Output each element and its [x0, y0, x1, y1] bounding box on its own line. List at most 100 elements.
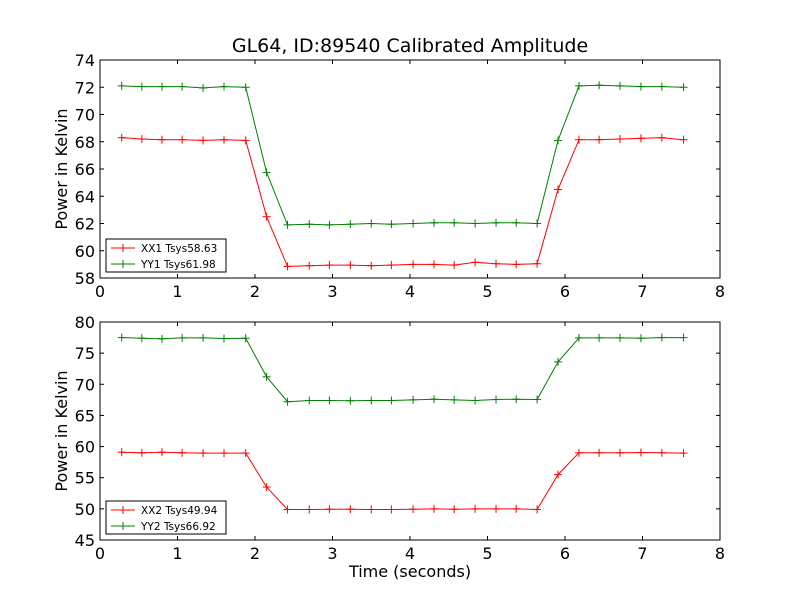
data-point-marker — [199, 136, 208, 145]
data-point-marker — [554, 136, 563, 145]
data-point-marker — [554, 470, 563, 479]
data-point-marker — [220, 449, 228, 458]
data-point-marker — [595, 81, 604, 90]
x-tick-label: 4 — [405, 282, 415, 301]
data-point-marker — [325, 220, 334, 229]
data-point-marker — [409, 395, 418, 404]
y-tick-label: 60 — [75, 242, 95, 261]
data-point-marker — [325, 261, 334, 270]
data-point-marker — [283, 397, 292, 406]
data-point-marker — [262, 483, 271, 492]
data-point-marker — [636, 134, 645, 143]
data-point-marker — [367, 505, 376, 514]
data-point-marker — [305, 261, 314, 270]
data-point-marker — [471, 396, 480, 405]
data-point-marker — [409, 505, 418, 514]
data-point-marker — [657, 133, 666, 142]
data-point-marker — [450, 505, 459, 514]
x-tick-label: 1 — [172, 544, 182, 563]
data-point-marker — [117, 333, 126, 342]
data-point-marker — [158, 135, 166, 144]
y-tick-label: 62 — [75, 215, 95, 234]
series-line — [121, 451, 684, 511]
top-subplot: 0 1 2 3 4 5 6 7 8 58 60 62 64 66 68 70 72 74 Power in Kelv… — [52, 51, 725, 301]
data-point-marker — [657, 448, 666, 457]
data-point-marker — [283, 220, 292, 229]
data-point-marker — [241, 83, 250, 92]
data-point-marker — [367, 261, 376, 270]
y-tick-label: 80 — [75, 313, 95, 332]
x-tick-label: 7 — [637, 282, 647, 301]
data-point-marker — [492, 218, 501, 227]
data-point-marker — [430, 504, 439, 513]
x-tick-label: 0 — [95, 544, 105, 563]
x-axis-label: Time (seconds) — [348, 562, 471, 581]
data-point-marker — [657, 82, 666, 91]
data-point-marker — [430, 218, 439, 227]
data-point-marker — [512, 504, 521, 513]
data-point-marker — [117, 448, 126, 457]
y-tick-label: 66 — [75, 160, 95, 179]
series-line — [121, 337, 684, 403]
x-tick-label: 4 — [405, 544, 415, 563]
y-axis-label: Power in Kelvin — [52, 108, 71, 229]
x-tick-label: 5 — [482, 282, 492, 301]
data-point-marker — [346, 396, 355, 405]
data-point-marker — [262, 212, 271, 221]
data-point-marker — [305, 505, 314, 514]
data-point-marker — [346, 220, 355, 229]
data-point-marker — [409, 260, 418, 269]
data-point-marker — [137, 135, 146, 144]
data-point-marker — [574, 135, 583, 144]
legend-label: YY1 Tsys61.98 — [140, 259, 216, 271]
data-point-marker — [199, 333, 208, 342]
data-point-marker — [471, 504, 480, 513]
series-line — [121, 137, 684, 267]
data-point-marker — [241, 136, 250, 145]
data-point-marker — [574, 333, 583, 342]
data-point-marker — [325, 396, 334, 405]
legend-label: XX1 Tsys58.63 — [141, 243, 217, 255]
data-point-marker — [199, 83, 208, 92]
data-point-marker — [616, 333, 625, 342]
data-point-marker — [220, 135, 228, 144]
y-tick-label: 45 — [75, 531, 95, 550]
data-point-marker — [305, 220, 314, 229]
x-tick-label: 3 — [327, 544, 337, 563]
data-point-marker — [574, 81, 583, 90]
data-point-marker — [450, 218, 459, 227]
data-point-marker — [305, 396, 314, 405]
y-tick-label: 50 — [75, 500, 95, 519]
data-point-marker — [199, 449, 208, 458]
data-point-marker — [117, 81, 126, 90]
x-tick-label: 2 — [250, 282, 260, 301]
data-point-marker — [387, 396, 396, 405]
series-line — [121, 84, 684, 226]
x-tick-label: 8 — [715, 282, 725, 301]
x-tick-label: 6 — [560, 282, 570, 301]
data-point-marker — [574, 448, 583, 457]
data-point-marker — [346, 505, 355, 514]
data-point-marker — [367, 219, 376, 228]
data-point-marker — [387, 505, 396, 514]
data-point-marker — [492, 259, 501, 268]
y-tick-label: 70 — [75, 106, 95, 125]
data-point-marker — [471, 219, 480, 228]
data-point-marker — [512, 260, 521, 269]
x-tick-label: 2 — [250, 544, 260, 563]
data-point-marker — [616, 448, 625, 457]
x-tick-label: 8 — [715, 544, 725, 563]
x-tick-label: 6 — [560, 544, 570, 563]
y-tick-label: 60 — [75, 438, 95, 457]
y-tick-label: 68 — [75, 133, 95, 152]
data-point-marker — [137, 448, 146, 457]
chart-title: GL64, ID:89540 Calibrated Amplitude — [232, 35, 588, 57]
data-point-marker — [262, 372, 271, 381]
y-tick-label: 65 — [75, 406, 95, 425]
data-point-marker — [636, 334, 645, 343]
data-point-marker — [679, 135, 688, 144]
data-point-marker — [679, 333, 688, 342]
